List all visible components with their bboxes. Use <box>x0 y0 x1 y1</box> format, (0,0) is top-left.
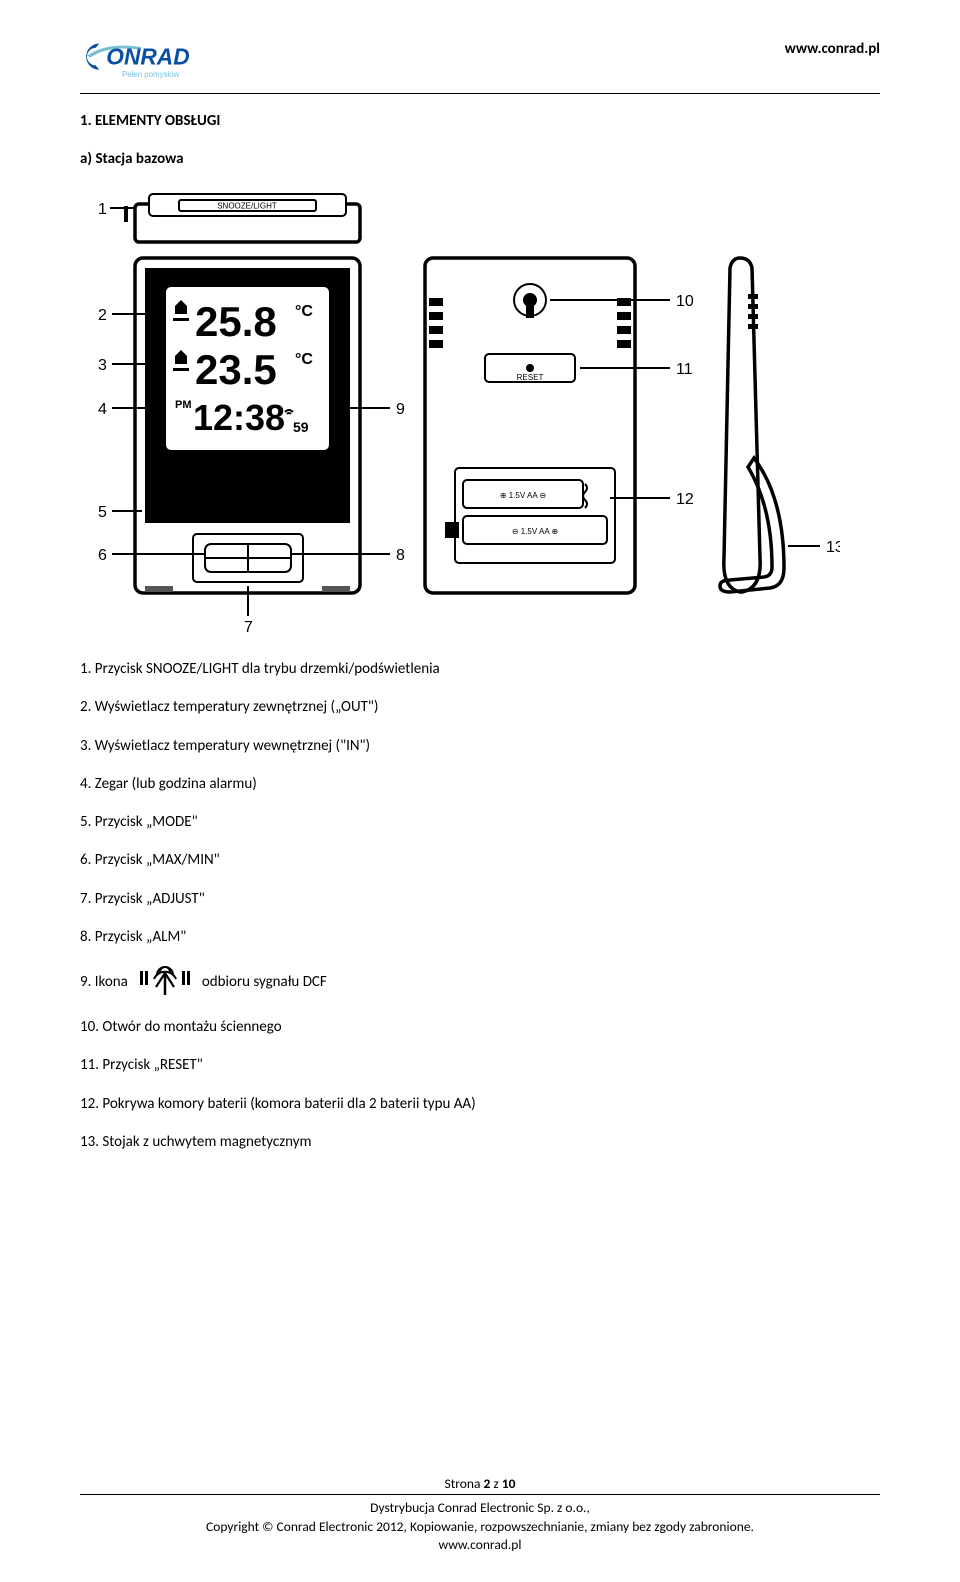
svg-text:11: 11 <box>676 361 693 378</box>
footer-text: Copyright © Conrad Electronic 2012, Kopi… <box>80 1518 880 1536</box>
legend-list: 1. Przycisk SNOOZE/LIGHT dla trybu drzem… <box>80 659 880 1152</box>
list-item: 10. Otwór do montażu ściennego <box>80 1017 880 1037</box>
list-item-text-a: 9. Ikona <box>80 973 128 991</box>
header-url: www.conrad.pl <box>785 40 880 58</box>
svg-text:8: 8 <box>396 547 405 564</box>
svg-text:9: 9 <box>396 401 405 418</box>
svg-text:°C: °C <box>295 351 313 368</box>
subsection-title: a) Stacja bazowa <box>80 150 880 168</box>
list-item: 3. Wyświetlacz temperatury wewnętrznej (… <box>80 736 880 756</box>
svg-text:13: 13 <box>826 539 840 556</box>
conrad-logo: ONRAD Pełen pomysłów <box>80 40 220 87</box>
svg-text:6: 6 <box>98 547 107 564</box>
svg-text:RESET: RESET <box>517 373 544 382</box>
svg-text:⊖ 1.5V AA ⊕: ⊖ 1.5V AA ⊕ <box>512 527 558 536</box>
list-item: 12. Pokrywa komory baterii (komora bater… <box>80 1094 880 1114</box>
svg-text:1: 1 <box>98 201 107 218</box>
list-item: 1. Przycisk SNOOZE/LIGHT dla trybu drzem… <box>80 659 880 679</box>
list-item: 6. Przycisk „MAX/MIN" <box>80 850 880 870</box>
svg-text:23.5: 23.5 <box>195 346 277 393</box>
svg-text:12:38: 12:38 <box>193 397 285 438</box>
list-item: 9. Ikona odbioru sygnału DCF <box>80 965 880 999</box>
svg-text:4: 4 <box>98 401 107 418</box>
svg-text:Pełen pomysłów: Pełen pomysłów <box>122 70 180 79</box>
svg-text:⊕ 1.5V AA ⊖: ⊕ 1.5V AA ⊖ <box>500 491 546 500</box>
footer-divider <box>80 1494 880 1495</box>
page-number: Strona 2 z 10 <box>80 1475 880 1492</box>
svg-text:°C: °C <box>295 303 313 320</box>
header-divider <box>80 93 880 94</box>
page-footer: Strona 2 z 10 Dystrybucja Conrad Electro… <box>80 1475 880 1554</box>
list-item: 11. Przycisk „RESET" <box>80 1055 880 1075</box>
svg-text:5: 5 <box>98 504 107 521</box>
svg-text:25.8: 25.8 <box>195 298 277 345</box>
list-item: 7. Przycisk „ADJUST" <box>80 889 880 909</box>
device-diagram: .ln { stroke:#000; stroke-width:2; fill:… <box>80 186 840 641</box>
list-item: 5. Przycisk „MODE" <box>80 812 880 832</box>
dcf-signal-icon <box>136 965 194 999</box>
footer-text: www.conrad.pl <box>80 1536 880 1554</box>
footer-text: Dystrybucja Conrad Electronic Sp. z o.o.… <box>80 1499 880 1517</box>
svg-text:7: 7 <box>244 619 253 636</box>
svg-text:SNOOZE/LIGHT: SNOOZE/LIGHT <box>217 202 277 211</box>
svg-text:10: 10 <box>676 293 694 310</box>
list-item: 4. Zegar (lub godzina alarmu) <box>80 774 880 794</box>
list-item: 13. Stojak z uchwytem magnetycznym <box>80 1132 880 1152</box>
svg-text:PM: PM <box>175 399 192 411</box>
list-item: 2. Wyświetlacz temperatury zewnętrznej (… <box>80 697 880 717</box>
svg-text:2: 2 <box>98 307 107 324</box>
svg-text:3: 3 <box>98 357 107 374</box>
svg-text:12: 12 <box>676 491 694 508</box>
page-header: ONRAD Pełen pomysłów www.conrad.pl <box>80 40 880 87</box>
list-item: 8. Przycisk „ALM" <box>80 927 880 947</box>
svg-text:ONRAD: ONRAD <box>106 44 189 70</box>
section-title: 1. ELEMENTY OBSŁUGI <box>80 112 880 130</box>
list-item-text-b: odbioru sygnału DCF <box>202 973 327 991</box>
svg-text:59: 59 <box>293 419 309 435</box>
